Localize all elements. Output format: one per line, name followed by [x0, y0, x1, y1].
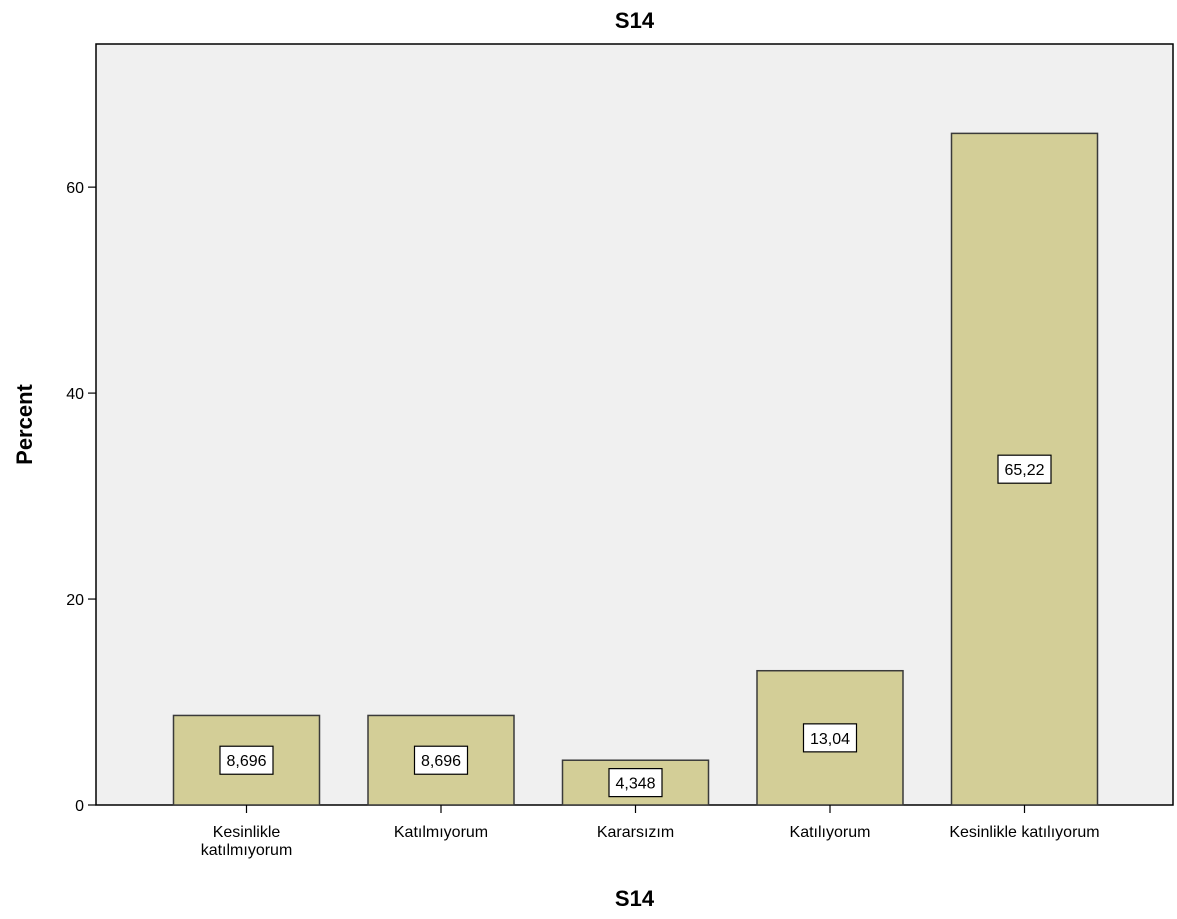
y-tick-label: 60 — [66, 180, 84, 197]
y-tick-label: 20 — [66, 592, 84, 609]
data-label-box — [802, 723, 858, 753]
data-label: 8,696 — [413, 745, 469, 775]
y-tick-label: 0 — [75, 798, 84, 815]
data-label-text: 8,696 — [421, 753, 461, 770]
data-label-text: 4,348 — [615, 776, 655, 793]
x-tick-label: Katılıyorum — [790, 824, 871, 841]
x-tick-label: Kararsızım — [597, 824, 674, 841]
x-axis-title: S14 — [615, 886, 655, 911]
x-tick-label: Kesinlikle katılmıyorum — [201, 824, 293, 859]
data-label-box — [413, 745, 469, 775]
chart-title: S14 — [615, 8, 655, 33]
data-label: 8,696 — [219, 745, 274, 775]
data-label: 13,04 — [802, 723, 858, 753]
x-tick-label: Kesinlikle katılıyorum — [949, 824, 1099, 841]
data-label-text: 65,22 — [1004, 462, 1044, 479]
data-label-text: 8,696 — [226, 753, 266, 770]
y-axis-ticks: 0 20 40 60 — [66, 180, 96, 815]
data-label: 4,348 — [608, 768, 663, 798]
data-labels: 8,696 8,696 4,348 13,04 65,22 — [219, 454, 1052, 798]
y-axis-title: Percent — [12, 383, 37, 464]
data-label-box — [219, 745, 274, 775]
y-tick-label: 40 — [66, 386, 84, 403]
x-axis-ticks: Kesinlikle katılmıyorum Katılmıyorum Karars… — [201, 805, 1100, 859]
data-label-box — [608, 768, 663, 798]
data-label: 65,22 — [997, 454, 1052, 484]
x-tick-label: Katılmıyorum — [394, 824, 488, 841]
data-label-text: 13,04 — [810, 731, 850, 748]
data-label-box — [997, 454, 1052, 484]
